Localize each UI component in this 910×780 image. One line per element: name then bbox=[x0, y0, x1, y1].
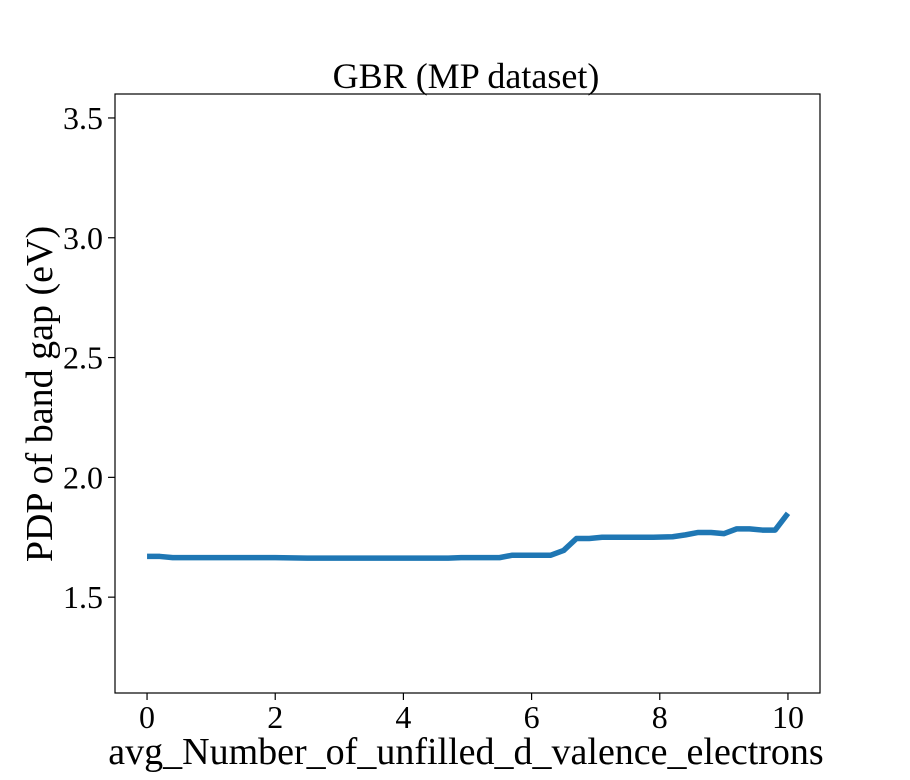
x-tick-label: 2 bbox=[267, 699, 283, 735]
y-axis-label: PDP of band gap (eV) bbox=[19, 226, 61, 562]
y-axis: 1.5 2.0 2.5 3.0 3.5 bbox=[63, 100, 115, 615]
x-axis-label: avg_Number_of_unfilled_d_valence_electro… bbox=[108, 731, 823, 773]
y-tick-label: 2.0 bbox=[63, 459, 103, 495]
plot-area bbox=[147, 511, 791, 561]
y-tick-label: 3.5 bbox=[63, 100, 103, 136]
pdp-series-line bbox=[147, 511, 791, 561]
x-tick-label: 6 bbox=[524, 699, 540, 735]
x-tick-label: 10 bbox=[772, 699, 804, 735]
chart-title: GBR (MP dataset) bbox=[333, 56, 600, 96]
plot-frame bbox=[114, 93, 821, 694]
y-tick-label: 2.5 bbox=[63, 340, 103, 376]
x-tick-label: 0 bbox=[139, 699, 155, 735]
x-axis: 0 2 4 6 8 10 bbox=[139, 693, 804, 735]
y-tick-label: 3.0 bbox=[63, 220, 103, 256]
y-tick-label: 1.5 bbox=[63, 579, 103, 615]
x-tick-label: 8 bbox=[652, 699, 668, 735]
x-tick-label: 4 bbox=[395, 699, 411, 735]
